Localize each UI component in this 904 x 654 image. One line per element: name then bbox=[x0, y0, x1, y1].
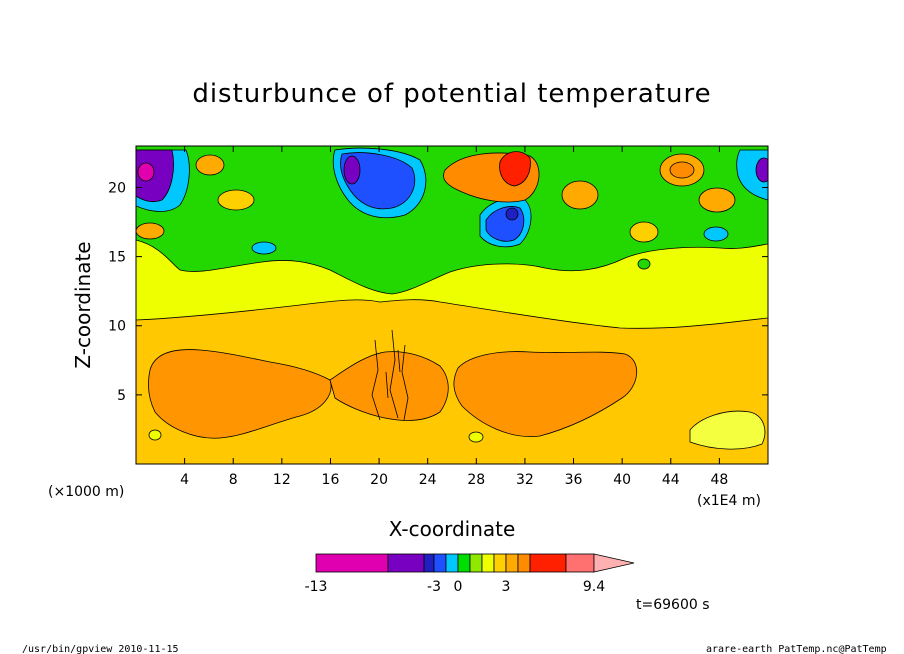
region-red-warm-cell bbox=[499, 151, 531, 187]
region-left-warm-core bbox=[148, 349, 332, 439]
colorbar-label: -3 bbox=[427, 579, 441, 595]
y-tick-label: 15 bbox=[108, 250, 126, 266]
chart-title: disturbunce of potential temperature bbox=[192, 79, 711, 109]
region-magenta-core bbox=[137, 162, 155, 182]
region-green-dot bbox=[637, 258, 651, 270]
colorbar-swatch bbox=[529, 553, 567, 573]
x-tick-label: 32 bbox=[516, 472, 534, 488]
region-small-patch bbox=[468, 431, 484, 443]
plot-area bbox=[136, 146, 768, 464]
x-tick-label: 16 bbox=[322, 472, 340, 488]
colorbar-swatch bbox=[423, 553, 435, 573]
region-small-patch bbox=[148, 429, 162, 441]
footer-right: arare-earth_PatTemp.nc@PatTemp bbox=[706, 644, 887, 654]
colorbar-swatch bbox=[505, 553, 519, 573]
y-tick-label: 5 bbox=[117, 388, 126, 404]
x-tick-label: 12 bbox=[273, 472, 291, 488]
time-annotation: t=69600 s bbox=[636, 597, 710, 613]
colorbar-swatch bbox=[445, 553, 459, 573]
colorbar-swatch bbox=[493, 553, 507, 573]
y-axis: 5 10 15 20 bbox=[108, 180, 768, 404]
region-blue-dark bbox=[505, 207, 519, 221]
x-unit-right: (x1E4 m) bbox=[697, 493, 761, 509]
region-warm-cell-left bbox=[195, 154, 225, 176]
colorbar-swatch bbox=[517, 553, 531, 573]
colorbar-swatch bbox=[433, 553, 447, 573]
x-tick-label: 4 bbox=[180, 472, 189, 488]
plot-frame bbox=[135, 145, 769, 465]
x-tick-label: 28 bbox=[467, 472, 485, 488]
colorbar-label: 3 bbox=[502, 579, 511, 595]
x-tick-label: 20 bbox=[370, 472, 388, 488]
colorbar: -13 -3 0 3 9.4 bbox=[305, 553, 635, 595]
region-cyan-small bbox=[703, 226, 729, 242]
region-green-band bbox=[136, 146, 768, 295]
region-warm-cell-left3 bbox=[136, 222, 165, 240]
colorbar-swatch bbox=[387, 553, 425, 573]
x-tick-label: 36 bbox=[565, 472, 583, 488]
y-tick-label: 10 bbox=[108, 319, 126, 335]
x-tick-label: 48 bbox=[710, 472, 728, 488]
region-warm-cell-right2 bbox=[698, 187, 736, 213]
colorbar-swatch bbox=[481, 553, 495, 573]
x-tick-label: 44 bbox=[662, 472, 680, 488]
colorbar-label: 9.4 bbox=[583, 579, 605, 595]
footer-left: /usr/bin/gpview 2010-11-15 bbox=[22, 644, 179, 654]
region-lower-right-patch bbox=[689, 410, 766, 450]
x-tick-label: 40 bbox=[613, 472, 631, 488]
region-purple-cell bbox=[343, 155, 361, 185]
region-vertical-streaks bbox=[371, 329, 409, 421]
region-warm-cell-left2 bbox=[217, 189, 255, 211]
x-unit-left: (×1000 m) bbox=[48, 484, 124, 500]
region-warm-cell-mid2 bbox=[629, 221, 659, 243]
region-purple-right-core bbox=[755, 157, 768, 183]
x-tick-label: 8 bbox=[229, 472, 238, 488]
colorbar-swatch bbox=[469, 553, 483, 573]
region-right-warm-core bbox=[453, 351, 638, 438]
colorbar-swatch bbox=[315, 553, 389, 573]
colorbar-label: -13 bbox=[305, 579, 328, 595]
region-cyan-small bbox=[251, 241, 277, 255]
region-center-warm-column bbox=[329, 351, 449, 421]
colorbar-extend-arrow bbox=[593, 553, 635, 573]
colorbar-swatch bbox=[565, 553, 595, 573]
region-warm-cell-mid bbox=[561, 180, 599, 210]
y-tick-label: 20 bbox=[108, 180, 126, 196]
colorbar-label: 0 bbox=[454, 579, 463, 595]
colorbar-swatch bbox=[457, 553, 471, 573]
y-axis-label: Z-coordinate bbox=[71, 241, 95, 368]
region-warm-cell-right-core bbox=[669, 161, 695, 179]
x-axis: 4 8 12 16 20 24 28 32 36 40 44 48 bbox=[180, 146, 728, 488]
x-axis-label: X-coordinate bbox=[389, 517, 516, 541]
x-tick-label: 24 bbox=[419, 472, 437, 488]
